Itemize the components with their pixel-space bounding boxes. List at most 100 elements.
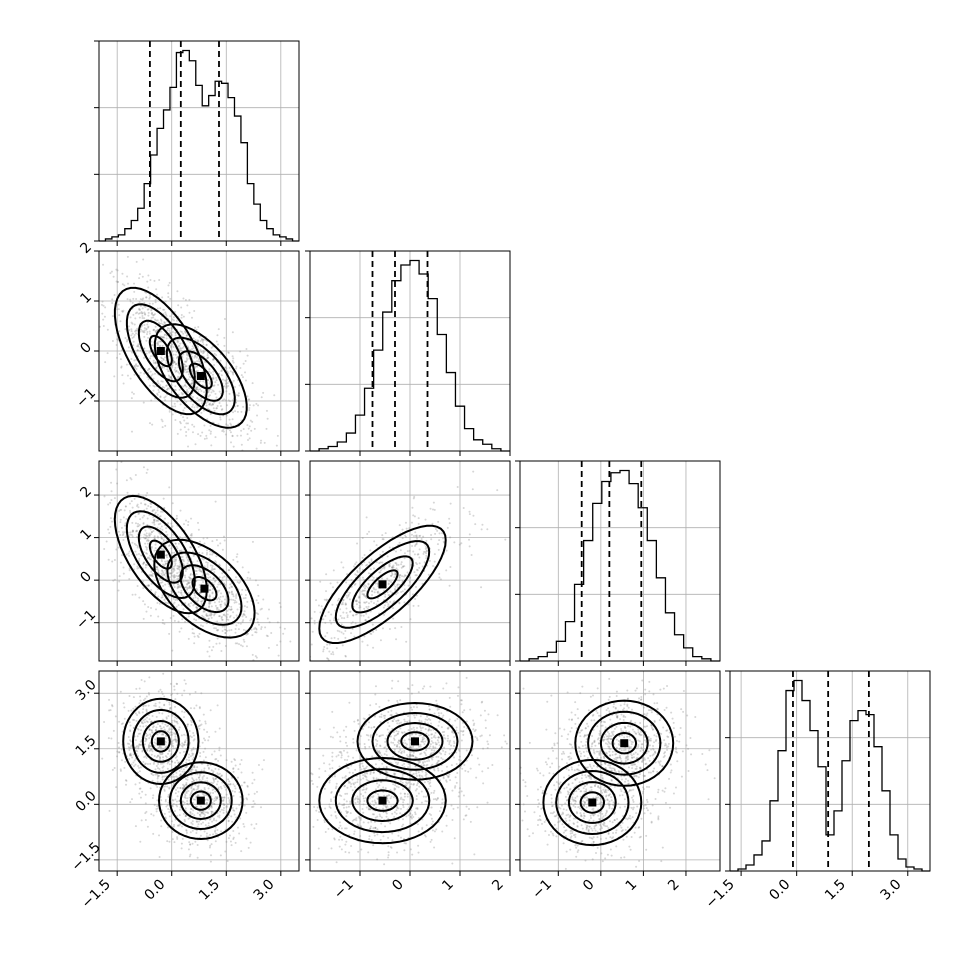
density-contour — [334, 540, 431, 629]
sample-point — [129, 729, 132, 732]
sample-point — [362, 589, 365, 592]
sample-point — [215, 407, 218, 410]
sample-point — [152, 384, 155, 387]
sample-point — [213, 788, 216, 791]
sample-point — [152, 774, 155, 777]
sample-point — [418, 535, 421, 538]
sample-point — [327, 611, 330, 614]
sample-point — [165, 716, 168, 719]
sample-point — [429, 840, 432, 843]
sample-point — [210, 346, 213, 349]
sample-point — [234, 642, 237, 645]
sample-point — [204, 824, 207, 827]
sample-point — [404, 535, 407, 538]
sample-point — [117, 303, 120, 306]
sample-point — [194, 326, 197, 329]
sample-point — [188, 693, 191, 696]
sample-point — [220, 650, 223, 653]
sample-point — [160, 596, 163, 599]
sample-point — [213, 800, 216, 803]
sample-point — [412, 550, 415, 553]
sample-point — [265, 427, 268, 430]
sample-point — [208, 370, 211, 373]
sample-point — [206, 799, 209, 802]
sample-point — [353, 565, 356, 568]
sample-point — [201, 821, 204, 824]
sample-point — [113, 578, 116, 581]
sample-point — [374, 582, 377, 585]
sample-point — [171, 733, 174, 736]
sample-point — [206, 561, 209, 564]
sample-point — [161, 594, 164, 597]
sample-point — [206, 572, 209, 575]
sample-point — [255, 631, 258, 634]
sample-point — [374, 826, 377, 829]
sample-point — [196, 406, 199, 409]
sample-point — [376, 583, 379, 586]
sample-point — [393, 816, 396, 819]
sample-point — [213, 797, 216, 800]
sample-point — [195, 778, 198, 781]
sample-point — [174, 738, 177, 741]
sample-point — [154, 728, 157, 731]
sample-point — [206, 407, 209, 410]
sample-point — [130, 321, 133, 324]
sample-point — [102, 318, 105, 321]
sample-point — [354, 599, 357, 602]
sample-point — [190, 770, 193, 773]
sample-point — [193, 632, 196, 635]
sample-point — [163, 812, 166, 815]
sample-point — [191, 405, 194, 408]
sample-point — [265, 634, 268, 637]
sample-point — [185, 385, 188, 388]
sample-point — [132, 707, 135, 710]
sample-point — [191, 403, 194, 406]
sample-point — [147, 505, 150, 508]
sample-point — [212, 384, 215, 387]
sample-point — [313, 619, 316, 622]
sample-point — [148, 297, 151, 300]
sample-point — [333, 619, 336, 622]
sample-point — [346, 786, 349, 789]
sample-point — [181, 355, 184, 358]
sample-point — [133, 365, 136, 368]
sample-point — [138, 687, 141, 690]
sample-point — [170, 572, 173, 575]
sample-point — [188, 759, 191, 762]
sample-point — [212, 403, 215, 406]
sample-point — [336, 629, 339, 632]
sample-point — [242, 613, 245, 616]
sample-point — [222, 799, 225, 802]
sample-point — [148, 676, 151, 679]
sample-point — [214, 840, 217, 843]
sample-point — [194, 783, 197, 786]
sample-point — [196, 597, 199, 600]
sample-point — [176, 759, 179, 762]
sample-point — [156, 343, 159, 346]
sample-point — [174, 334, 177, 337]
sample-point — [135, 260, 138, 263]
sample-point — [144, 305, 147, 308]
sample-point — [160, 356, 163, 359]
sample-point — [221, 408, 224, 411]
sample-point — [396, 591, 399, 594]
sample-point — [207, 576, 210, 579]
sample-point — [160, 535, 163, 538]
sample-point — [330, 637, 333, 640]
sample-point — [173, 823, 176, 826]
sample-point — [166, 840, 169, 843]
sample-point — [403, 575, 406, 578]
sample-point — [190, 534, 193, 537]
sample-point — [330, 622, 333, 625]
sample-point — [150, 558, 153, 561]
sample-point — [245, 616, 248, 619]
sample-point — [235, 555, 238, 558]
sample-point — [186, 582, 189, 585]
sample-point — [403, 565, 406, 568]
sample-point — [160, 762, 163, 765]
sample-point — [176, 377, 179, 380]
sample-point — [194, 355, 197, 358]
sample-point — [207, 617, 210, 620]
sample-point — [173, 720, 176, 723]
sample-point — [480, 586, 483, 589]
